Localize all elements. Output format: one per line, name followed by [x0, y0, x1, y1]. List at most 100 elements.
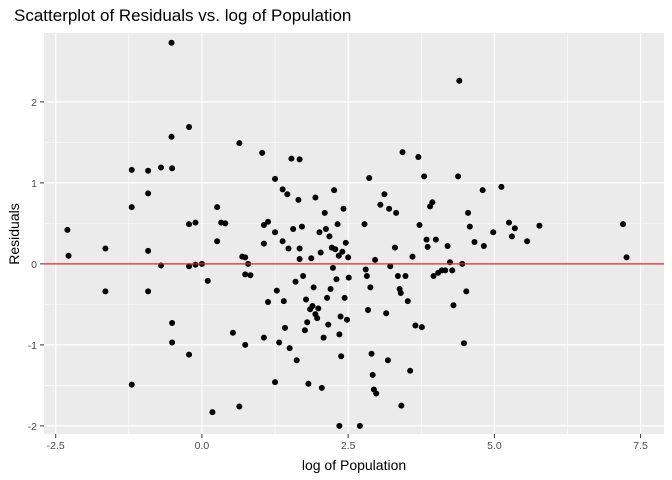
data-point [281, 324, 288, 331]
data-point [265, 218, 272, 225]
data-point [320, 334, 327, 341]
data-point [416, 221, 423, 228]
data-point [145, 288, 152, 295]
data-point [265, 298, 272, 305]
data-point [128, 381, 135, 388]
x-axis-ticks: -2.5 0.0 2.5 5.0 7.5 [47, 434, 648, 452]
data-point [367, 284, 374, 291]
data-point [303, 296, 310, 303]
y-tick-label: -1 [28, 340, 37, 352]
data-point [361, 221, 368, 228]
data-point [186, 221, 193, 228]
chart-title: Scatterplot of Residuals vs. log of Popu… [14, 6, 351, 25]
data-point [343, 316, 350, 323]
data-point [276, 339, 283, 346]
data-point [284, 191, 291, 198]
data-point [312, 194, 319, 201]
data-point [128, 166, 135, 173]
data-point [314, 315, 321, 322]
data-point [296, 256, 303, 263]
data-point [242, 254, 249, 261]
data-point [365, 307, 372, 314]
data-point [466, 223, 473, 230]
data-point [335, 252, 342, 259]
data-point [383, 310, 390, 317]
data-point [394, 273, 401, 280]
data-point [620, 221, 627, 228]
data-point [186, 263, 193, 270]
data-point [192, 261, 199, 268]
data-point [236, 140, 243, 147]
data-point [247, 272, 254, 279]
data-point [260, 240, 267, 247]
data-point [450, 302, 457, 309]
gridlines [44, 33, 664, 434]
data-point [285, 245, 292, 252]
data-point [362, 266, 369, 273]
data-point [418, 324, 425, 331]
data-point [508, 233, 515, 240]
x-tick-label: 0.0 [195, 440, 210, 452]
data-point [169, 339, 176, 346]
data-point [324, 294, 331, 301]
data-point [317, 249, 324, 256]
data-point [192, 219, 199, 226]
data-point [412, 322, 419, 329]
data-point [288, 155, 295, 162]
data-point [334, 221, 341, 228]
data-point [280, 298, 287, 305]
data-point [272, 379, 279, 386]
data-point [204, 277, 211, 284]
data-point [308, 255, 315, 262]
data-point [186, 123, 193, 130]
data-point [386, 205, 393, 212]
data-point [479, 187, 486, 194]
x-tick-label: 7.5 [633, 440, 648, 452]
data-point [295, 196, 302, 203]
data-point [338, 353, 345, 360]
data-point [409, 253, 416, 260]
data-point [327, 285, 334, 292]
data-point [321, 209, 328, 216]
data-point [64, 226, 71, 233]
y-tick-label: 2 [31, 97, 37, 109]
data-point [301, 327, 308, 334]
data-point [272, 229, 279, 236]
data-point [424, 243, 431, 250]
data-point [366, 175, 373, 182]
data-point [325, 321, 332, 328]
data-point [391, 244, 398, 251]
data-point [329, 264, 336, 271]
data-point [286, 345, 293, 352]
data-point [387, 263, 394, 270]
data-point [415, 153, 422, 160]
data-point [442, 267, 449, 274]
data-point [363, 273, 370, 280]
data-point [339, 248, 346, 255]
data-point [399, 149, 406, 156]
data-point [272, 175, 279, 182]
data-point [296, 156, 303, 163]
data-point [490, 229, 497, 236]
data-point [402, 273, 409, 280]
data-point [506, 219, 512, 226]
data-point [463, 288, 470, 295]
data-point [322, 226, 329, 233]
data-point [279, 238, 286, 245]
y-tick-label: -2 [28, 421, 37, 433]
data-point [393, 209, 400, 216]
data-point [145, 167, 152, 174]
data-point [214, 204, 221, 211]
data-point [298, 223, 305, 230]
data-point [169, 320, 176, 327]
data-point [465, 209, 472, 216]
data-point [296, 245, 303, 252]
data-point [345, 254, 352, 261]
data-point [242, 341, 249, 348]
data-point [456, 77, 463, 84]
data-point [429, 199, 436, 206]
data-point [260, 334, 267, 341]
data-point [432, 236, 439, 243]
data-point [102, 245, 109, 252]
